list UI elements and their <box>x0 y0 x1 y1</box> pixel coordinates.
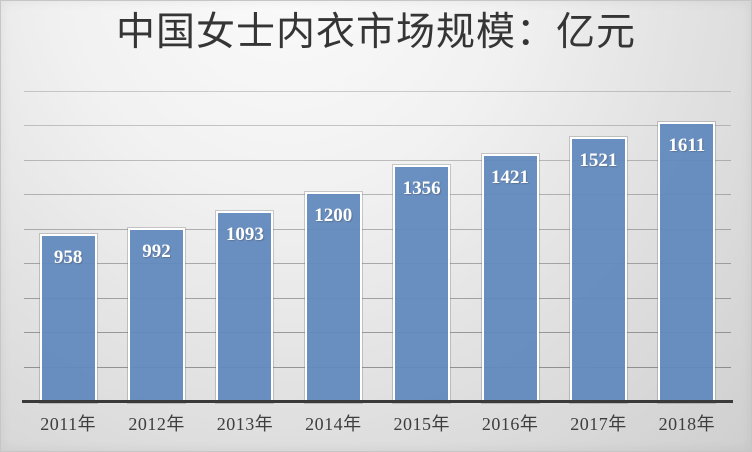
bar-2014年: 1200 <box>306 194 360 401</box>
bars-row: 958 992 1093 1200 1356 1421 1521 1611 <box>24 91 731 401</box>
bar-2013年: 1093 <box>218 212 272 401</box>
gridline <box>24 366 731 368</box>
bar-column-2017年: 1521 <box>554 91 642 401</box>
bar-2018年: 1611 <box>660 123 714 401</box>
bar-2015年: 1356 <box>395 167 449 401</box>
x-tick-label: 2014年 <box>305 414 362 434</box>
bar-column-2013年: 1093 <box>201 91 289 401</box>
x-tick-label: 2018年 <box>658 414 716 434</box>
bar-column-2012年: 992 <box>112 91 200 401</box>
bar-value-label: 958 <box>53 247 83 269</box>
bar-2012年: 992 <box>130 230 184 401</box>
bar-2011年: 958 <box>41 236 95 401</box>
plot-area: 958 992 1093 1200 1356 1421 1521 1611 <box>24 91 731 401</box>
x-tick-label: 2011年 <box>40 414 97 434</box>
bar-value-label: 1093 <box>225 223 264 245</box>
bar-value-label: 1521 <box>579 150 618 172</box>
bar-2016年: 1421 <box>483 156 537 401</box>
bar-value-label: 1200 <box>314 205 353 227</box>
gridline <box>24 194 731 196</box>
bar-column-2018年: 1611 <box>643 91 731 401</box>
bar-2017年: 1521 <box>571 139 625 401</box>
gridline <box>24 332 731 334</box>
gridline <box>24 263 731 265</box>
bar-column-2011年: 958 <box>24 91 112 401</box>
bar-column-2015年: 1356 <box>378 91 466 401</box>
bar-value-label: 1421 <box>491 167 530 189</box>
x-axis-line <box>22 400 733 403</box>
gridlines <box>24 91 731 401</box>
x-tick-label: 2017年 <box>570 414 627 434</box>
bar-value-label: 1356 <box>402 178 441 200</box>
bar-column-2016年: 1421 <box>466 91 554 401</box>
gridline <box>24 91 731 92</box>
bar-column-2014年: 1200 <box>289 91 377 401</box>
gridline <box>24 297 731 299</box>
x-tick-label: 2013年 <box>216 414 274 434</box>
x-tick-label: 2016年 <box>481 414 539 434</box>
x-tick-label: 2015年 <box>393 414 450 434</box>
gridline <box>24 228 731 230</box>
x-axis-labels: 2011年 2012年 2013年 2014年 2015年 2016年 2017年 2018年 <box>24 406 731 440</box>
bar-value-label: 1611 <box>668 134 706 156</box>
chart-title: 中国女士内衣市场规模：亿元 <box>115 11 636 54</box>
x-tick-label: 2012年 <box>128 414 185 434</box>
bar-value-label: 992 <box>142 241 171 263</box>
gridline <box>24 159 731 161</box>
gridline <box>24 125 731 127</box>
